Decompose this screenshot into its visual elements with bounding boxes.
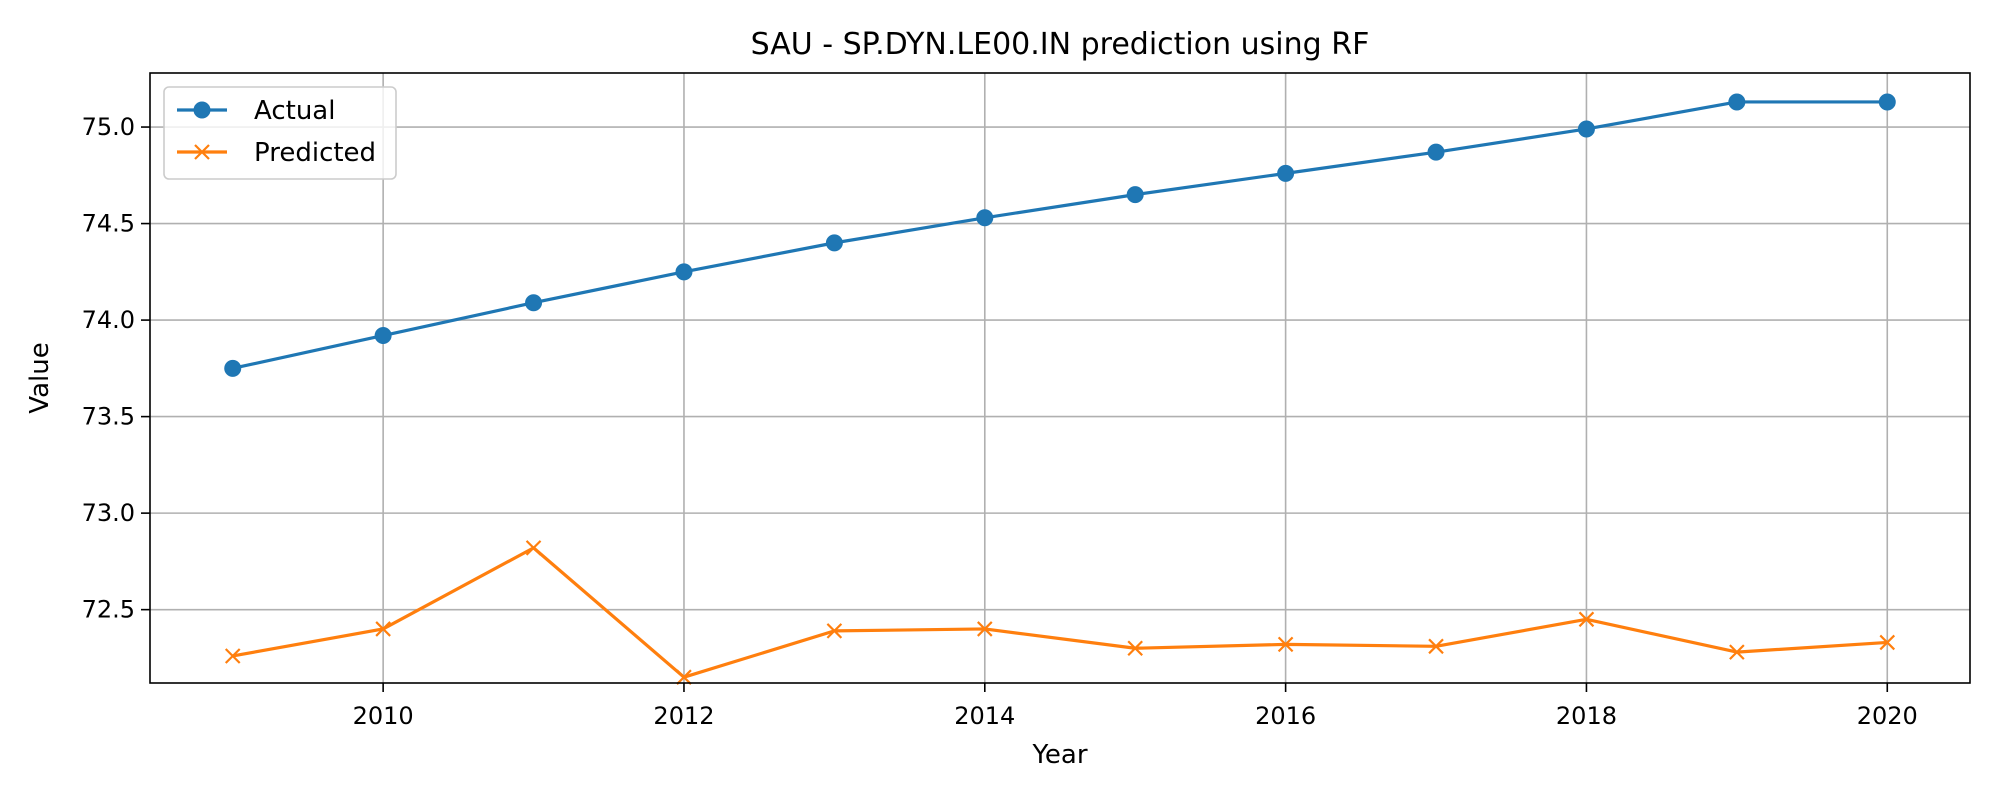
legend: Actual Predicted	[163, 86, 397, 180]
y-tick-label: 72.5	[82, 596, 135, 624]
data-point-predicted	[1428, 638, 1444, 655]
data-point-actual	[1577, 120, 1595, 138]
data-point-actual	[1878, 93, 1896, 111]
x-axis-label: Year	[1031, 740, 1087, 770]
data-point-actual	[224, 359, 242, 377]
series-line-actual	[232, 100, 1888, 370]
y-tick-label: 74.0	[82, 306, 135, 334]
data-point-actual	[675, 263, 693, 281]
legend-label: Actual	[254, 96, 335, 126]
data-point-predicted	[676, 669, 692, 685]
series-line-predicted	[232, 546, 1888, 679]
legend-entry: Predicted	[177, 138, 376, 168]
data-point-predicted	[1127, 640, 1143, 657]
legend-entry: Actual	[177, 96, 335, 126]
series-layer	[224, 93, 1896, 685]
data-point-actual	[1126, 186, 1144, 204]
y-tick-label: 73.0	[82, 499, 135, 527]
data-point-predicted	[1578, 611, 1595, 628]
data-point-predicted	[1277, 636, 1294, 653]
plot-frame	[149, 72, 1971, 684]
series-actual	[224, 93, 1896, 377]
data-point-predicted	[525, 540, 542, 556]
legend-label: Predicted	[254, 138, 376, 168]
data-point-actual	[525, 294, 543, 312]
data-point-predicted	[826, 623, 843, 639]
y-axis-label: Value	[25, 342, 55, 413]
x-tick-label: 2020	[1857, 702, 1918, 730]
x-tick-label: 2010	[353, 702, 414, 730]
grid	[150, 73, 1970, 683]
data-point-predicted	[1879, 634, 1896, 651]
data-point-predicted	[224, 648, 241, 664]
data-point-actual	[1277, 164, 1295, 182]
x-tick-label: 2016	[1255, 702, 1316, 730]
series-predicted	[224, 540, 1896, 685]
chart-title: SAU - SP.DYN.LE00.IN prediction using RF	[751, 27, 1370, 62]
data-point-predicted	[977, 621, 993, 637]
ticks: 2010 2012 2014 2016 2018 2020 72.5 73.0 73.5 74.0…	[82, 113, 1918, 730]
data-point-actual	[374, 327, 392, 345]
legend-marker-predicted	[194, 144, 210, 160]
data-point-actual	[976, 209, 994, 227]
data-point-actual	[825, 234, 843, 252]
legend-marker-actual	[193, 101, 211, 119]
data-point-actual	[1427, 143, 1445, 161]
y-tick-label: 75.0	[82, 113, 135, 141]
data-point-predicted	[1729, 644, 1745, 660]
x-tick-label: 2012	[653, 702, 714, 730]
data-point-actual	[1728, 93, 1746, 111]
y-tick-label: 74.5	[82, 210, 135, 238]
y-tick-label: 73.5	[82, 403, 135, 431]
x-tick-label: 2014	[954, 702, 1015, 730]
data-point-predicted	[375, 621, 391, 637]
x-tick-label: 2018	[1556, 702, 1617, 730]
